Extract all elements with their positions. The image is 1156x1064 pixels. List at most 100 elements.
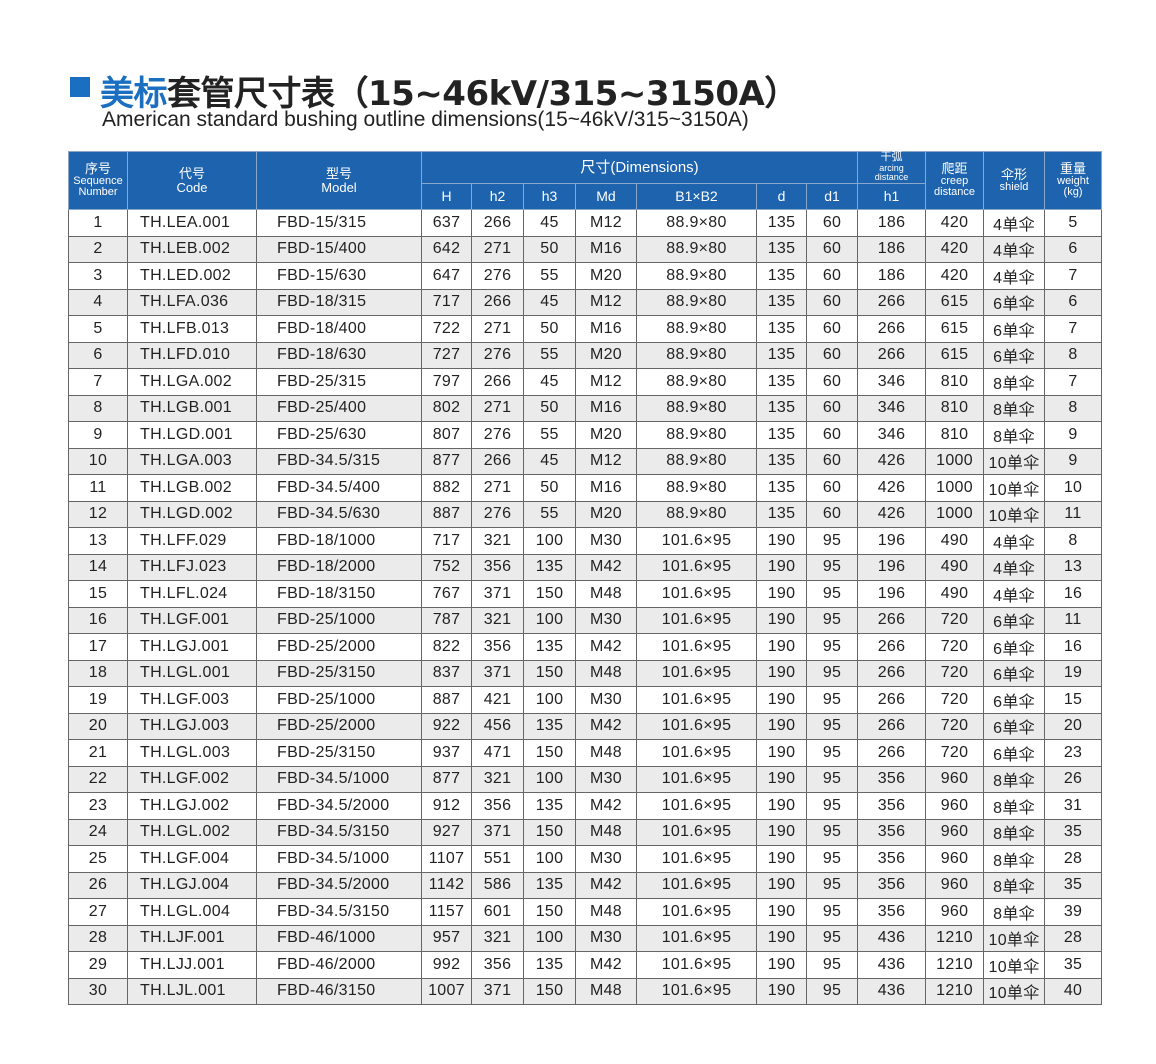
table-cell: 8单伞 [983, 871, 1046, 899]
table-row: 6 TH.LFD.010 FBD-18/630 727 276 55 M20 88.9×80 1… [68, 341, 1103, 369]
table-cell: 877 [421, 447, 472, 475]
table-cell: 135 [756, 394, 807, 422]
table-cell: 1000 [925, 447, 985, 475]
table-cell: 88.9×80 [636, 500, 757, 528]
table-cell: 18 [68, 659, 128, 687]
subtitle: American standard bushing outline dimens… [102, 108, 749, 131]
table-cell: 767 [421, 580, 472, 608]
table-cell: 1007 [421, 977, 472, 1005]
table-cell: M30 [575, 765, 637, 793]
table-cell: 101.6×95 [636, 765, 757, 793]
table-cell: TH.LGJ.004 [127, 871, 257, 899]
table-cell: 266 [471, 447, 524, 475]
table-cell: 960 [925, 792, 985, 820]
table-cell: 95 [805, 739, 859, 767]
table-cell: 88.9×80 [636, 288, 757, 316]
table-cell: 190 [756, 765, 807, 793]
table-cell: 190 [756, 633, 807, 661]
table-cell: 1157 [421, 898, 472, 926]
table-cell: 4单伞 [983, 235, 1046, 263]
table-cell: 135 [756, 368, 807, 396]
table-cell: 25 [68, 845, 128, 873]
header-cell: 重量 weight (kg) [1044, 151, 1103, 210]
table-cell: 8 [1044, 527, 1103, 555]
table-cell: 717 [421, 527, 472, 555]
table-cell: 45 [523, 209, 576, 237]
table-cell: 356 [857, 898, 927, 926]
table-cell: 28 [1044, 924, 1103, 952]
table-cell: 101.6×95 [636, 553, 757, 581]
table-cell: M42 [575, 553, 637, 581]
table-cell: 95 [805, 527, 859, 555]
table-cell: M20 [575, 421, 637, 449]
table-cell: 371 [471, 580, 524, 608]
table-cell: TH.LGL.002 [127, 818, 257, 846]
table-cell: 7 [1044, 368, 1103, 396]
table-cell: FBD-18/400 [256, 315, 422, 343]
table-cell: 95 [805, 712, 859, 740]
table-cell: 95 [805, 633, 859, 661]
table-cell: 23 [68, 792, 128, 820]
table-cell: 88.9×80 [636, 368, 757, 396]
table-cell: 135 [756, 235, 807, 263]
table-row: 19 TH.LGF.003 FBD-25/1000 887 421 100 M30 101.6… [68, 686, 1103, 714]
table-cell: 2 [68, 235, 128, 263]
table-cell: 10单伞 [983, 474, 1046, 502]
table-cell: TH.LFF.029 [127, 527, 257, 555]
title-highlight: 美标 [100, 74, 168, 114]
table-cell: 420 [925, 235, 985, 263]
table-cell: 30 [68, 977, 128, 1005]
table-cell: 55 [523, 262, 576, 290]
table-row: 11 TH.LGB.002 FBD-34.5/400 882 271 50 M16 88.9×… [68, 474, 1103, 502]
table-row: 26 TH.LGJ.004 FBD-34.5/2000 1142 586 135 M42 10… [68, 871, 1103, 899]
table-row: 17 TH.LGJ.001 FBD-25/2000 822 356 135 M42 101.6… [68, 633, 1103, 661]
table-cell: 60 [805, 368, 859, 396]
table-cell: 8单伞 [983, 818, 1046, 846]
table-cell: M48 [575, 818, 637, 846]
table-cell: 1107 [421, 845, 472, 873]
table-row: 22 TH.LGF.002 FBD-34.5/1000 877 321 100 M30 101… [68, 765, 1103, 793]
table-cell: 727 [421, 341, 472, 369]
table-cell: 190 [756, 924, 807, 952]
header-subcolumn: H [421, 183, 472, 210]
table-cell: TH.LJJ.001 [127, 951, 257, 979]
table-row: 16 TH.LGF.001 FBD-25/1000 787 321 100 M30 101.6… [68, 606, 1103, 634]
header-text: 爬距 [941, 161, 968, 177]
table-cell: 4单伞 [983, 209, 1046, 237]
table-cell: 60 [805, 474, 859, 502]
table-cell: 190 [756, 977, 807, 1005]
table-cell: 615 [925, 341, 985, 369]
table-cell: 190 [756, 686, 807, 714]
table-cell: 1210 [925, 951, 985, 979]
table-cell: 55 [523, 421, 576, 449]
table-cell: 50 [523, 474, 576, 502]
table-cell: 35 [1044, 951, 1103, 979]
table-cell: FBD-25/3150 [256, 739, 422, 767]
table-cell: M12 [575, 368, 637, 396]
table-cell: FBD-34.5/315 [256, 447, 422, 475]
table-cell: 186 [857, 262, 927, 290]
table-cell: 28 [1044, 845, 1103, 873]
table-cell: 720 [925, 712, 985, 740]
table-cell: 101.6×95 [636, 527, 757, 555]
table-cell: TH.LGL.001 [127, 659, 257, 687]
table-cell: TH.LGJ.003 [127, 712, 257, 740]
table-cell: 356 [857, 765, 927, 793]
header-subcolumn: Md [575, 183, 637, 210]
table-cell: FBD-25/3150 [256, 659, 422, 687]
table-cell: M48 [575, 580, 637, 608]
table-cell: 88.9×80 [636, 394, 757, 422]
table-cell: 797 [421, 368, 472, 396]
table-cell: 717 [421, 288, 472, 316]
table-cell: 346 [857, 421, 927, 449]
table-row: 27 TH.LGL.004 FBD-34.5/3150 1157 601 150 M48 10… [68, 898, 1103, 926]
table-cell: 6单伞 [983, 288, 1046, 316]
table-cell: 882 [421, 474, 472, 502]
table-cell: 887 [421, 686, 472, 714]
table-cell: 822 [421, 633, 472, 661]
table-cell: 271 [471, 394, 524, 422]
table-cell: FBD-34.5/2000 [256, 871, 422, 899]
table-cell: 135 [523, 951, 576, 979]
table-cell: 50 [523, 315, 576, 343]
